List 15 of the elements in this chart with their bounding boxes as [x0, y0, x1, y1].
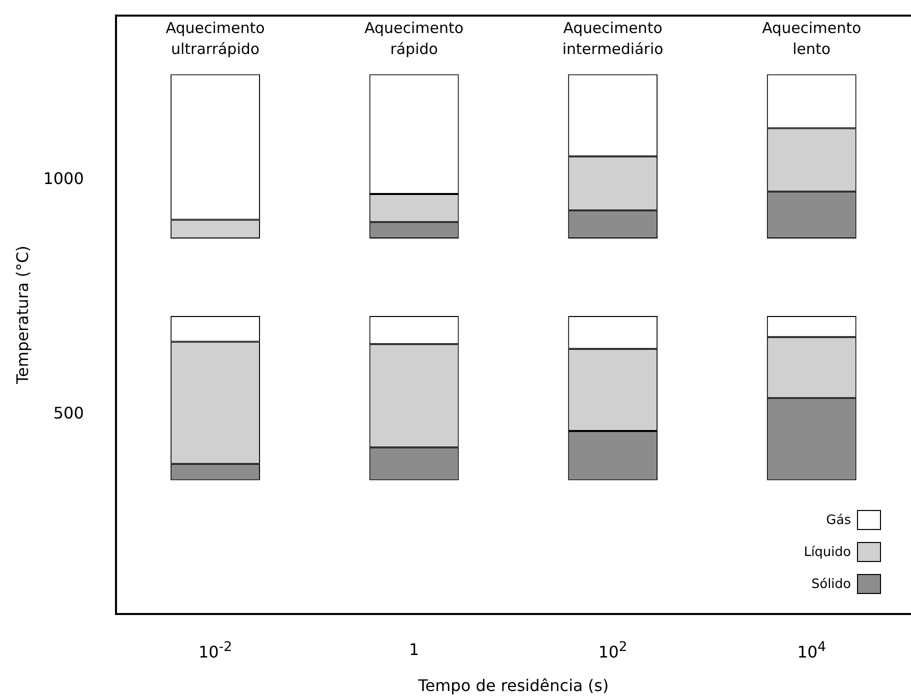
annotation: Aquecimento lento: [761, 18, 862, 60]
legend-label: Líquido: [804, 544, 851, 560]
annotation: Aquecimento ultrarrápido: [164, 18, 266, 60]
x-tick-label: 10$^{4}$: [796, 640, 828, 662]
y-tick-label: 500: [53, 404, 84, 423]
y-tick-label: 1000: [43, 169, 84, 188]
legend-label: Sólido: [811, 576, 851, 592]
annotation: Aquecimento intermediário: [561, 18, 664, 60]
x-axis-title: Tempo de residência (s): [417, 676, 610, 695]
x-tick-label: 10$^{-2}$: [197, 640, 234, 662]
annotation: Aquecimento rápido: [364, 18, 465, 60]
text: Gás: [826, 512, 851, 528]
x-tick-label: 10$^{2}$: [597, 640, 628, 662]
y-axis-title: Temperatura (°C): [12, 246, 32, 386]
x-tick-label: 1: [408, 640, 420, 659]
